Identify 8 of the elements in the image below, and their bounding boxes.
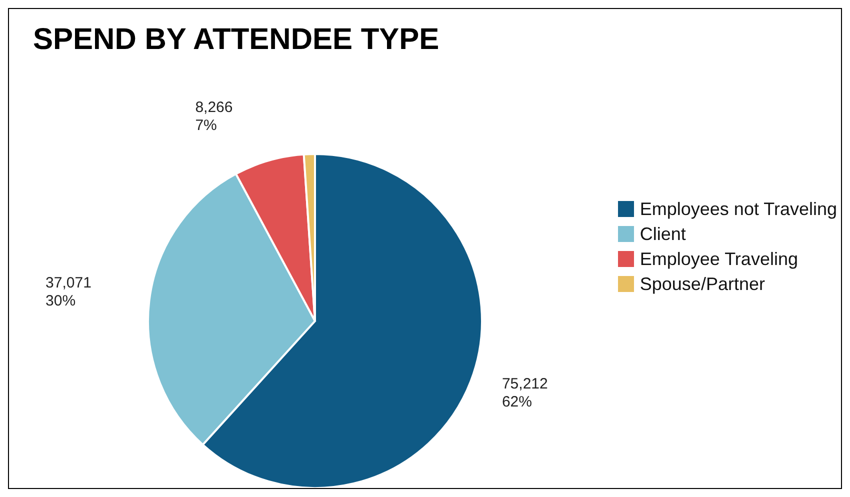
legend-label: Spouse/Partner xyxy=(640,274,765,294)
legend-label: Employees not Traveling xyxy=(640,198,837,220)
legend-label: Employee Traveling xyxy=(640,248,798,270)
data-label: 8,266 7% xyxy=(195,99,233,134)
data-label: 37,071 30% xyxy=(46,274,92,310)
data-label: 75,212 62% xyxy=(502,375,548,410)
chart-title: SPEND BY ATTENDEE TYPE xyxy=(33,23,440,57)
legend-label: Client xyxy=(640,224,686,244)
